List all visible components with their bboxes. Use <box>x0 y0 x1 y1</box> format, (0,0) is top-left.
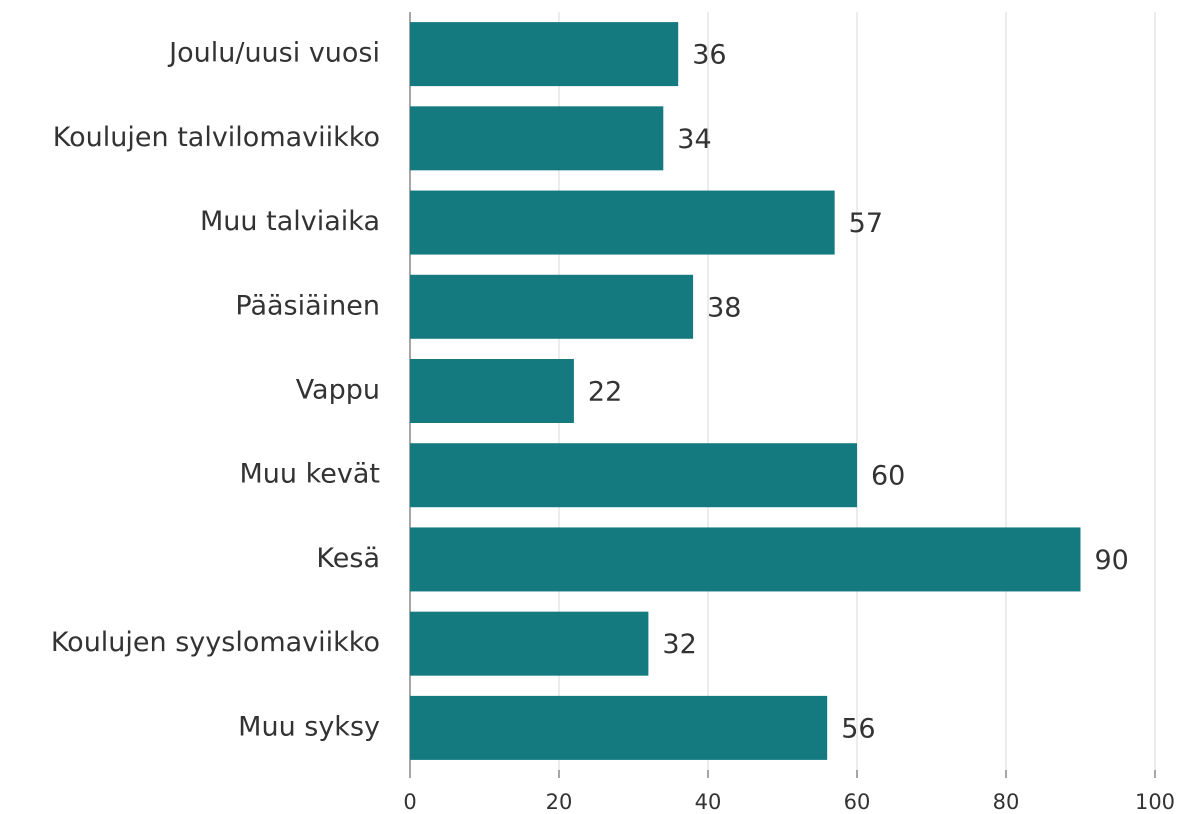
y-tick-label: Joulu/uusi vuosi <box>167 38 380 69</box>
value-label: 90 <box>1095 545 1129 576</box>
y-tick-label: Pääsiäinen <box>235 290 380 321</box>
x-tick-label: 60 <box>844 790 871 814</box>
bar <box>410 443 857 508</box>
bar <box>410 695 828 760</box>
value-label: 60 <box>871 461 905 492</box>
bar <box>410 106 664 171</box>
value-label: 56 <box>841 713 875 744</box>
value-label: 34 <box>677 124 711 155</box>
y-tick-label: Muu syksy <box>238 711 380 742</box>
x-tick-label: 20 <box>546 790 573 814</box>
x-tick-label: 100 <box>1135 790 1175 814</box>
value-label: 36 <box>692 40 726 71</box>
value-label: 57 <box>849 208 883 239</box>
bar <box>410 22 679 87</box>
y-tick-label: Koulujen syyslomaviikko <box>51 627 380 658</box>
value-label: 22 <box>588 377 622 408</box>
y-tick-label: Vappu <box>296 375 380 406</box>
y-tick-label: Kesä <box>316 543 380 574</box>
y-tick-label: Muu talviaika <box>200 206 380 237</box>
bar <box>410 358 574 424</box>
y-tick-label: Koulujen talvilomaviikko <box>53 122 380 153</box>
value-label: 38 <box>707 292 741 323</box>
bar <box>410 190 835 255</box>
value-label: 32 <box>662 629 696 660</box>
y-tick-label: Muu kevät <box>240 459 381 490</box>
bar <box>410 611 649 676</box>
bar <box>410 527 1081 592</box>
bar <box>410 274 694 339</box>
x-tick-label: 40 <box>695 790 722 814</box>
x-tick-label: 80 <box>993 790 1020 814</box>
x-tick-label: 0 <box>403 790 416 814</box>
